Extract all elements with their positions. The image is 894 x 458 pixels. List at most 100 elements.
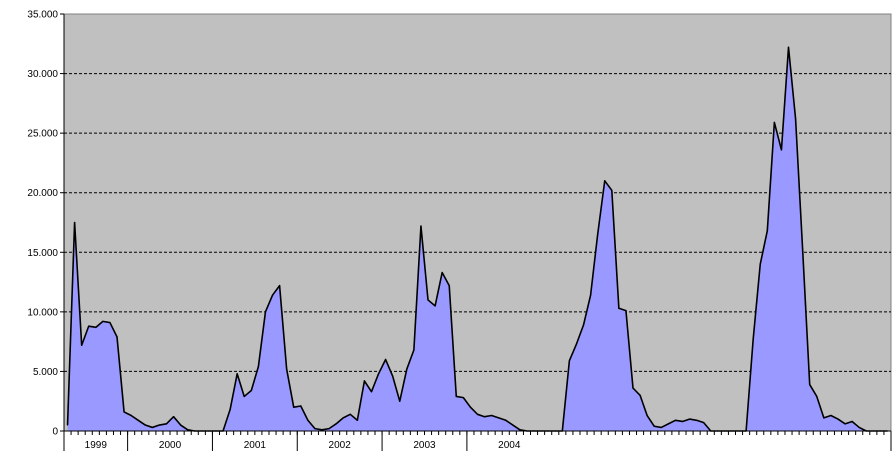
data-point bbox=[766, 230, 768, 232]
data-point bbox=[462, 397, 464, 399]
data-point bbox=[342, 417, 344, 419]
data-point bbox=[95, 326, 97, 328]
data-point bbox=[293, 406, 295, 408]
data-point bbox=[787, 46, 790, 48]
data-point bbox=[696, 419, 698, 421]
y-tick-label: 5.000 bbox=[33, 367, 58, 378]
x-year-label: 2000 bbox=[159, 440, 182, 451]
data-point bbox=[589, 294, 592, 296]
data-point bbox=[780, 149, 783, 151]
data-point bbox=[123, 411, 125, 413]
data-point bbox=[278, 285, 281, 287]
data-point bbox=[328, 428, 330, 430]
data-point bbox=[646, 414, 648, 417]
data-point bbox=[469, 406, 472, 408]
data-point bbox=[300, 405, 302, 407]
area-fill bbox=[67, 47, 888, 432]
data-point bbox=[102, 320, 104, 322]
data-point bbox=[604, 180, 606, 182]
x-year-label: 1999 bbox=[85, 440, 108, 451]
data-point bbox=[264, 311, 267, 313]
data-point bbox=[688, 418, 691, 420]
data-point bbox=[568, 360, 570, 362]
data-point bbox=[625, 310, 627, 312]
data-point bbox=[406, 368, 408, 370]
data-point bbox=[363, 380, 366, 382]
data-point bbox=[830, 414, 832, 417]
data-point bbox=[377, 373, 380, 375]
data-point bbox=[823, 417, 825, 419]
data-point bbox=[144, 424, 146, 426]
data-point bbox=[816, 395, 818, 398]
data-point bbox=[151, 426, 153, 429]
data-point bbox=[180, 424, 182, 426]
data-point bbox=[844, 423, 846, 425]
data-point bbox=[632, 387, 634, 389]
data-point bbox=[370, 391, 373, 393]
data-point bbox=[455, 395, 457, 398]
data-point bbox=[660, 426, 662, 429]
data-point bbox=[413, 349, 415, 351]
data-point bbox=[653, 425, 655, 427]
data-point bbox=[491, 414, 493, 417]
data-point bbox=[335, 423, 337, 425]
y-tick-label: 15.000 bbox=[27, 248, 58, 259]
y-tick-label: 20.000 bbox=[27, 188, 58, 199]
data-point bbox=[773, 121, 775, 124]
data-point bbox=[74, 221, 76, 224]
data-point bbox=[349, 413, 351, 415]
data-point bbox=[187, 429, 189, 431]
data-point bbox=[681, 420, 684, 423]
data-point bbox=[851, 420, 853, 423]
x-year-label: 2003 bbox=[413, 440, 436, 451]
data-point bbox=[427, 299, 429, 301]
data-point bbox=[257, 366, 259, 368]
y-tick-label: 30.000 bbox=[27, 69, 58, 80]
data-point bbox=[130, 414, 132, 417]
data-point bbox=[448, 285, 450, 287]
y-tick-label: 25.000 bbox=[27, 129, 58, 140]
data-point bbox=[66, 424, 69, 426]
y-tick-label: 10.000 bbox=[27, 307, 58, 318]
data-point bbox=[356, 419, 358, 421]
data-point bbox=[476, 413, 479, 415]
data-point bbox=[667, 423, 669, 425]
data-point bbox=[286, 368, 288, 370]
data-point bbox=[809, 383, 811, 386]
data-point bbox=[703, 422, 705, 424]
data-point bbox=[307, 419, 309, 421]
data-point bbox=[271, 294, 274, 296]
data-point bbox=[165, 423, 168, 425]
data-point bbox=[392, 375, 394, 377]
data-point bbox=[116, 336, 118, 338]
x-year-label: 2001 bbox=[244, 440, 267, 451]
x-year-label: 2004 bbox=[498, 440, 521, 451]
data-point bbox=[505, 419, 507, 421]
data-point bbox=[399, 400, 401, 402]
gridlines bbox=[64, 73, 891, 372]
data-point bbox=[512, 424, 514, 426]
x-year-label: 2002 bbox=[329, 440, 352, 451]
data-point bbox=[639, 394, 641, 396]
data-point bbox=[582, 324, 585, 326]
data-point bbox=[498, 417, 500, 419]
data-point bbox=[229, 408, 231, 411]
data-point bbox=[802, 249, 804, 251]
data-point bbox=[618, 307, 620, 309]
data-point bbox=[759, 263, 761, 265]
data-point bbox=[314, 428, 316, 430]
data-point bbox=[794, 118, 797, 120]
data-point bbox=[434, 305, 436, 307]
data-point bbox=[158, 424, 161, 426]
data-point bbox=[674, 419, 677, 421]
y-tick-label: 35.000 bbox=[27, 10, 58, 21]
data-point bbox=[420, 225, 422, 227]
data-point bbox=[611, 189, 613, 191]
x-axis: 1999 2000 2001 2002 2003 2004 bbox=[63, 430, 892, 451]
data-point bbox=[575, 343, 578, 345]
data-point bbox=[243, 395, 245, 398]
data-point bbox=[321, 429, 323, 431]
data-point bbox=[441, 271, 443, 274]
